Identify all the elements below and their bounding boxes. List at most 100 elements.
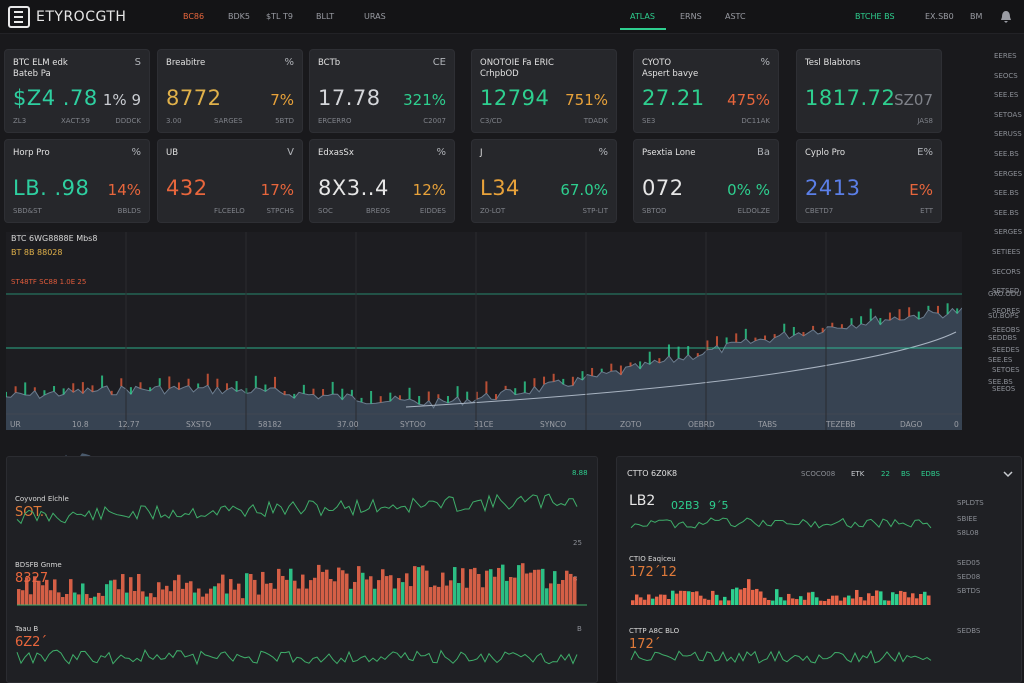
nav-item-5[interactable]: URAS (364, 12, 386, 21)
left-y-label-3: B (577, 625, 582, 633)
right-tab-5[interactable]: EDBS (921, 470, 940, 478)
moving-average-line (405, 331, 957, 408)
card-corner-icon: Ba (757, 147, 770, 158)
right-volume-bar (815, 597, 819, 605)
stat-card[interactable]: Cyplo Pro E% 2413 E% CBETD7 ETT (796, 139, 942, 223)
volume-bar (125, 592, 129, 605)
stat-card[interactable]: Horp Pro% LB. .98 14% SBD&ST BBLDS (4, 139, 150, 223)
nav-right-3[interactable]: BM (970, 12, 983, 21)
right-row-3-label: CTTP A8C BLO (629, 627, 680, 635)
candle (562, 378, 565, 385)
candle (206, 373, 209, 386)
nav-item-2[interactable]: BDK5 (228, 12, 250, 21)
candle (225, 383, 228, 390)
stat-card[interactable]: ONOTOIE Fa ERIC CrhpbOD 12794 751% C3/CD TDA… (471, 49, 617, 133)
volume-bar (429, 587, 433, 605)
right-tab-3[interactable]: 22 (881, 470, 890, 478)
main-chart-canvas[interactable] (6, 232, 962, 430)
stat-card[interactable]: EdxasSx% 8X3..4 12% SOC BREOS EIDDES (309, 139, 455, 223)
candle (43, 390, 46, 396)
volume-bar (477, 574, 481, 605)
right-volume-bar (755, 588, 759, 605)
indicator-line-3 (16, 649, 578, 666)
stat-card[interactable]: Breabitre% 8772 7% 3.00 SARGES 5BTD (157, 49, 303, 133)
stat-card[interactable]: BTC ELM edk Bateb Pa S $Z4 .78 1% 9 ZL3 XACT.… (4, 49, 150, 133)
volume-bar (373, 588, 377, 605)
candle (149, 387, 152, 391)
volume-bar (537, 569, 541, 605)
right-side-label: SBTDS (957, 587, 981, 595)
stat-card[interactable]: BCTb CE 17.78 321% ERCERRO C2007 (309, 49, 455, 133)
nav-item-4[interactable]: BLLT (316, 12, 335, 21)
stat-card[interactable]: Psextia Lone Ba 072 0% % SBTOD ELDOLZE (633, 139, 779, 223)
volume-bar (281, 575, 285, 605)
tab-2[interactable]: ERNS (680, 12, 702, 21)
right-volume-bar (871, 595, 875, 605)
volume-bar (573, 576, 577, 605)
tab-1[interactable]: ATLAS (630, 12, 655, 21)
right-stat-1: 02B3 (671, 499, 700, 512)
volume-bar (149, 593, 153, 605)
candle (648, 351, 651, 365)
card-value: 8X3..4 (318, 176, 389, 200)
right-volume-bar (907, 597, 911, 605)
card-change: 751% (565, 91, 608, 109)
stat-card[interactable]: CYOTO Aspert bavye% 27.21 475% SE3 DC11AK (633, 49, 779, 133)
right-volume-bar (651, 598, 655, 605)
app-logo[interactable]: ETYROCGTH (8, 6, 126, 28)
stat-card[interactable]: Tesl Blabtons 1817.72 SZ07 JAS8 (796, 49, 942, 133)
card-footer-right: TDADK (583, 117, 608, 125)
main-chart-panel[interactable]: BTC 6WG8888E Mbs8 BT 8B 88028 ST48TF SC8… (6, 232, 962, 430)
stat-card[interactable]: J% L34 67.0% Z0-LOT STP-LIT (471, 139, 617, 223)
volume-bar (137, 573, 141, 605)
volume-bar (273, 588, 277, 605)
right-volume-bar (783, 600, 787, 605)
card-change: E% (909, 181, 933, 199)
x-axis-tick: 12.77 (118, 420, 140, 429)
volume-bar (241, 598, 245, 605)
right-volume-bar (711, 590, 715, 605)
candle (860, 316, 863, 324)
nav-right-1[interactable]: BTCHE BS (855, 12, 895, 21)
nav-item-3[interactable]: $TL T9 (266, 12, 293, 21)
right-volume-bar (855, 589, 859, 605)
candle (379, 396, 382, 403)
x-axis-tick: SYTOO (400, 420, 426, 429)
nav-item-1[interactable]: BC86 (183, 12, 205, 21)
x-axis-tick: DAGO (900, 420, 923, 429)
right-panel-charts[interactable] (617, 457, 947, 682)
candle (418, 396, 421, 405)
candle (495, 394, 498, 400)
right-volume-bar (867, 593, 871, 605)
tab-3[interactable]: ASTC (725, 12, 746, 21)
right-volume-bar (843, 597, 847, 605)
candle (764, 335, 767, 340)
candle (936, 305, 939, 314)
volume-bar (401, 582, 405, 605)
side-tick-label: SERUSS (994, 130, 1022, 139)
bell-icon[interactable] (1000, 10, 1012, 24)
card-change: 17% (260, 181, 294, 199)
right-tab-2[interactable]: ETK (851, 470, 865, 478)
left-panel-charts[interactable] (7, 457, 597, 682)
side-tick-label: SEEDES (992, 346, 1020, 354)
candle (264, 384, 267, 392)
volume-bar (417, 567, 421, 605)
right-tab-4[interactable]: BS (901, 470, 911, 478)
volume-bar (37, 580, 41, 605)
chevron-down-icon[interactable] (1003, 470, 1013, 478)
right-tab-1[interactable]: SCOCO08 (801, 470, 836, 478)
card-corner-icon: % (131, 147, 141, 158)
card-label: Horp Pro (13, 148, 50, 158)
volume-bar (453, 567, 457, 605)
volume-bar (337, 567, 341, 605)
stat-card[interactable]: UB V 432 17% FLCEELO STPCHS (157, 139, 303, 223)
candle (274, 376, 277, 388)
right-volume-bar (839, 600, 843, 605)
volume-bar (221, 574, 225, 605)
candle (610, 363, 613, 372)
volume-bar (509, 577, 513, 605)
nav-right-2[interactable]: EX.SB0 (925, 12, 954, 21)
left-row-1-label: Coyvond Elchle (15, 495, 69, 503)
card-value: 1817.72 (805, 86, 896, 110)
